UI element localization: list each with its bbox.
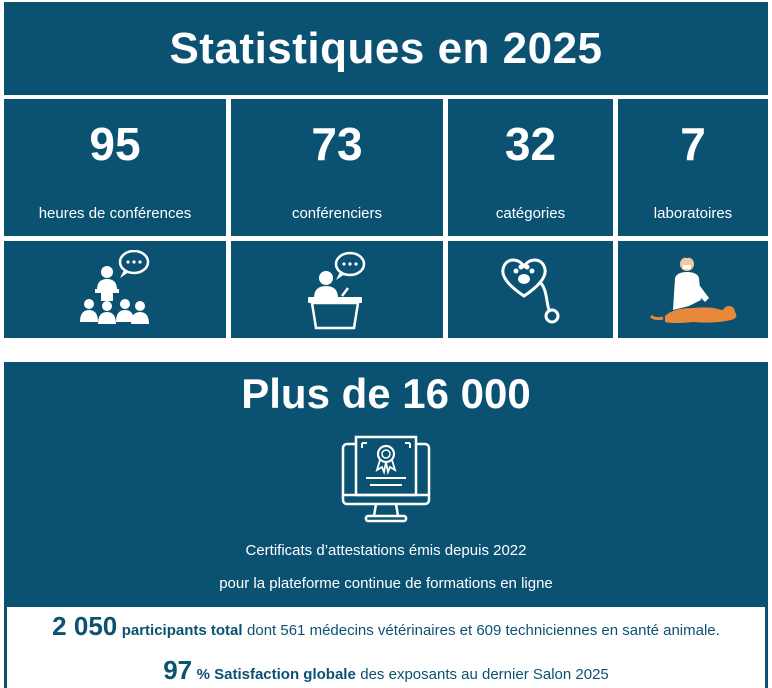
icon-cell-speakers [231, 241, 443, 338]
stat-value: 73 [311, 118, 363, 170]
satisfaction-label: % Satisfaction globale [196, 666, 356, 683]
stat-value: 32 [504, 118, 557, 170]
stat-label: laboratoires [653, 205, 733, 222]
lectern-speaker-icon [308, 251, 366, 329]
stat-card-hours: 95 heures de conférences [4, 99, 226, 236]
participants-detail: dont 561 médecins vétérinaires et 609 te… [247, 622, 720, 639]
satisfaction-detail: des exposants au dernier Salon 2025 [360, 666, 609, 683]
audience-speaker-icon [80, 249, 150, 324]
highlight-headline: Plus de 16 000 [241, 370, 531, 417]
stat-label: conférenciers [291, 205, 383, 222]
satisfaction-number: 97 [163, 655, 193, 685]
title-banner: Statistiques en 2025 [4, 2, 768, 95]
highlight-panel: Plus de 16 000 Certificats d’attestation… [4, 362, 768, 610]
veterinarian-dog-icon [649, 256, 737, 323]
stat-value: 7 [680, 118, 706, 170]
paw-stethoscope-icon [500, 258, 559, 323]
footer-panel: 2 050 participants total dont 561 médeci… [4, 604, 768, 688]
icon-cell-categories [448, 241, 613, 338]
stat-label: catégories [495, 205, 566, 222]
stat-card-speakers: 73 conférenciers [231, 99, 443, 236]
stat-card-labs: 7 laboratoires [618, 99, 768, 236]
highlight-subdescription: pour la plateforme continue de formation… [219, 575, 553, 592]
certificate-monitor-icon [341, 435, 431, 523]
stat-value: 95 [89, 118, 141, 170]
highlight-description: Certificats d’attestations émis depuis 2… [245, 542, 527, 559]
stat-label: heures de conférences [38, 205, 192, 222]
participants-number: 2 050 [52, 611, 118, 641]
stat-card-categories: 32 catégories [448, 99, 613, 236]
page-title: Statistiques en 2025 [169, 23, 603, 73]
participants-row: 2 050 participants total dont 561 médeci… [7, 611, 765, 642]
satisfaction-row: 97 % Satisfaction globale des exposants … [7, 655, 765, 686]
icon-cell-hours [4, 241, 226, 338]
participants-label: participants total [121, 622, 243, 639]
icon-cell-labs [618, 241, 768, 338]
